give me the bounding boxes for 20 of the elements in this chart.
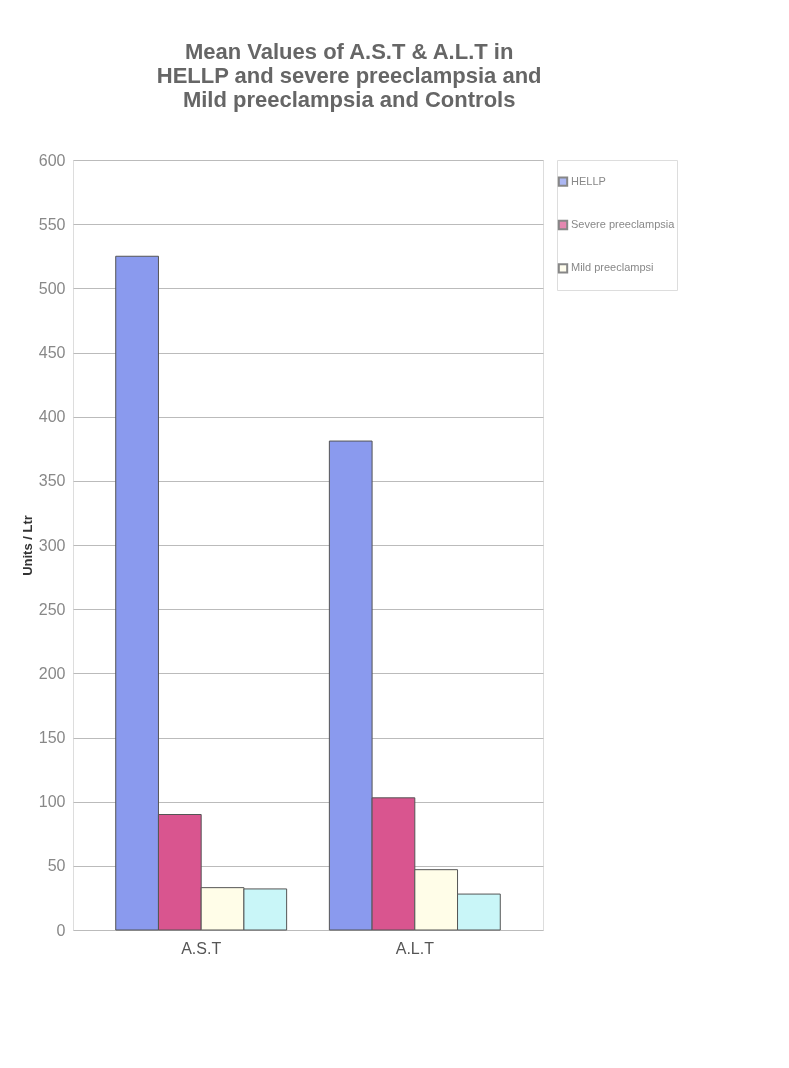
y-tick-label: 400 (38, 408, 66, 426)
x-tick-label: A.L.T (395, 939, 435, 957)
y-tick-label: 250 (38, 600, 66, 618)
x-tick-label: A.S.T (181, 939, 222, 957)
y-tick-label: 500 (38, 279, 66, 297)
y-tick-label: 200 (38, 664, 66, 682)
legend-label: HELLP (571, 174, 606, 187)
y-tick-label: 550 (38, 215, 66, 233)
legend-label: Mild preeclampsi (571, 261, 654, 274)
y-tick-label: 600 (38, 151, 66, 169)
y-tick-label: 50 (47, 857, 66, 875)
y-tick-label: 150 (38, 729, 66, 746)
y-tick-label: 450 (38, 344, 66, 361)
chart-title: Mean Values of A.S.T & A.L.T in HELLP and severe preeclampsia and Mild preeclampsia and Controls (156, 38, 542, 112)
y-axis-title: Units / Ltr (19, 515, 35, 576)
y-tick-label: 0 (56, 921, 66, 939)
legend-label: Severe preeclampsia (571, 218, 676, 230)
y-tick-label: 350 (38, 472, 66, 490)
y-tick-label: 300 (38, 536, 66, 554)
y-tick-label: 100 (38, 793, 66, 811)
